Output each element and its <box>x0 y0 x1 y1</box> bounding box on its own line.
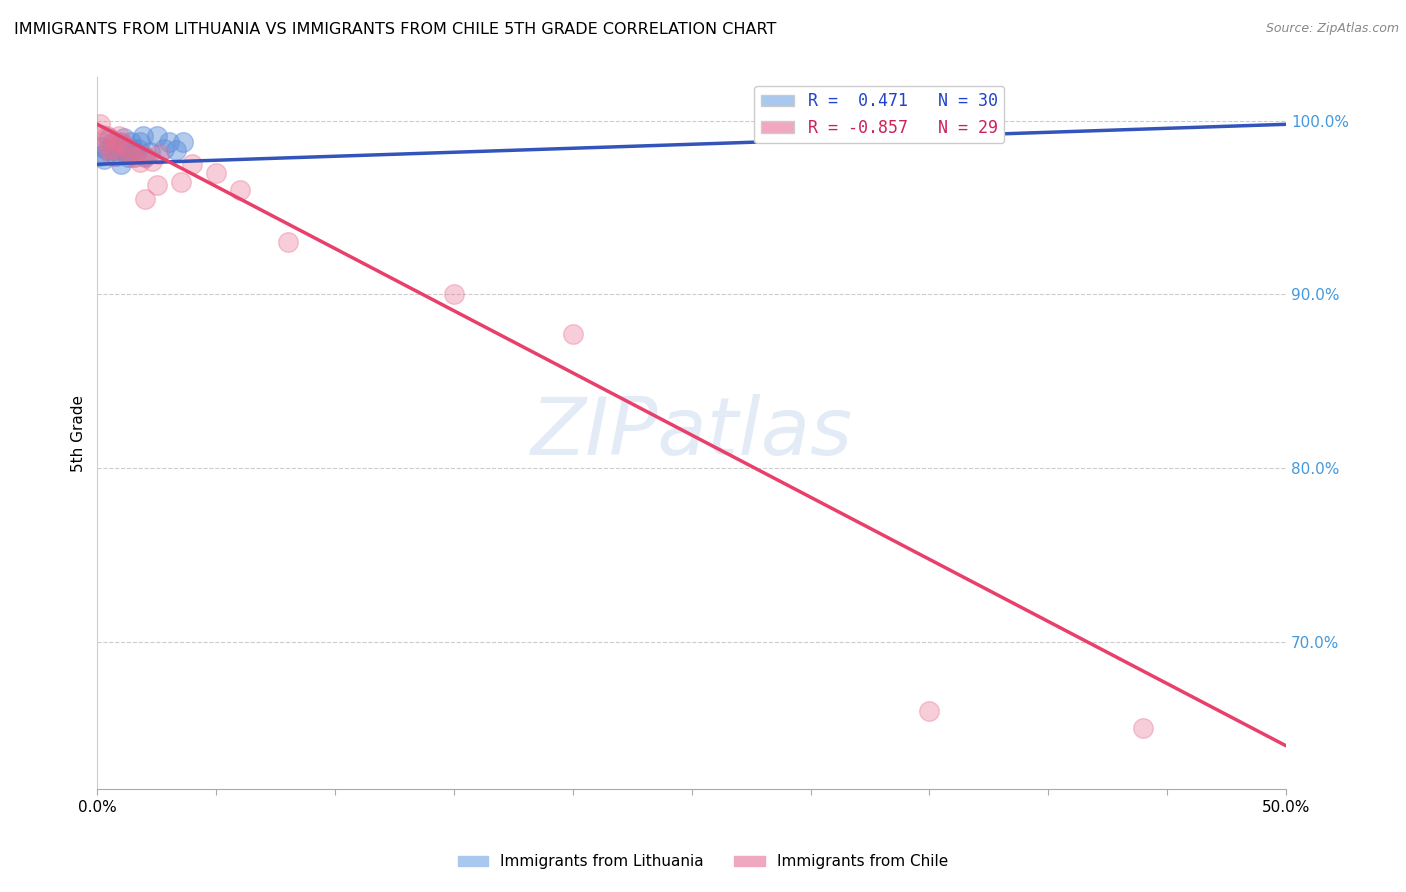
Point <box>127 142 149 156</box>
Point <box>115 140 138 154</box>
Point <box>91 140 114 154</box>
Point <box>141 153 163 168</box>
Point <box>110 135 132 149</box>
Point <box>181 157 204 171</box>
Point <box>134 148 156 162</box>
Point <box>105 135 128 149</box>
Point <box>117 145 139 159</box>
Point <box>443 287 465 301</box>
Point <box>89 148 111 162</box>
Text: ZIPatlas: ZIPatlas <box>530 394 852 472</box>
Point <box>799 119 821 133</box>
Point <box>98 142 121 156</box>
Point <box>823 124 845 138</box>
Point <box>169 175 191 189</box>
Point <box>165 144 187 158</box>
Point <box>129 135 152 149</box>
Point <box>100 136 122 151</box>
Point <box>229 183 252 197</box>
Point <box>100 148 122 162</box>
Point <box>93 136 115 151</box>
Point <box>103 142 125 156</box>
Point <box>107 129 129 144</box>
Point <box>96 144 118 158</box>
Point <box>148 146 170 161</box>
Point <box>120 144 142 158</box>
Point <box>107 142 129 156</box>
Point <box>98 131 121 145</box>
Point <box>153 142 176 156</box>
Point <box>96 129 118 144</box>
Point <box>93 152 115 166</box>
Text: IMMIGRANTS FROM LITHUANIA VS IMMIGRANTS FROM CHILE 5TH GRADE CORRELATION CHART: IMMIGRANTS FROM LITHUANIA VS IMMIGRANTS … <box>14 22 776 37</box>
Point <box>172 135 194 149</box>
Y-axis label: 5th Grade: 5th Grade <box>72 395 86 472</box>
Point <box>1132 722 1154 736</box>
Point <box>117 150 139 164</box>
Point <box>110 136 132 151</box>
Point <box>124 150 146 164</box>
Point <box>134 150 156 164</box>
Point <box>134 192 156 206</box>
Text: Source: ZipAtlas.com: Source: ZipAtlas.com <box>1265 22 1399 36</box>
Point <box>124 146 146 161</box>
Point <box>89 117 111 131</box>
Point <box>131 129 153 144</box>
Point <box>205 166 228 180</box>
Point <box>157 135 180 149</box>
Point <box>105 148 128 162</box>
Point <box>277 235 299 250</box>
Point <box>91 128 114 142</box>
Point <box>918 704 941 718</box>
Legend: R =  0.471   N = 30, R = -0.857   N = 29: R = 0.471 N = 30, R = -0.857 N = 29 <box>754 86 1004 144</box>
Point <box>146 178 169 192</box>
Point <box>110 157 132 171</box>
Point <box>115 145 138 159</box>
Point <box>122 142 145 156</box>
Point <box>129 155 152 169</box>
Point <box>146 129 169 144</box>
Point <box>120 135 142 149</box>
Point <box>138 145 160 159</box>
Point <box>112 131 135 145</box>
Legend: Immigrants from Lithuania, Immigrants from Chile: Immigrants from Lithuania, Immigrants fr… <box>451 848 955 875</box>
Point <box>122 150 145 164</box>
Point <box>103 144 125 158</box>
Point <box>561 327 583 342</box>
